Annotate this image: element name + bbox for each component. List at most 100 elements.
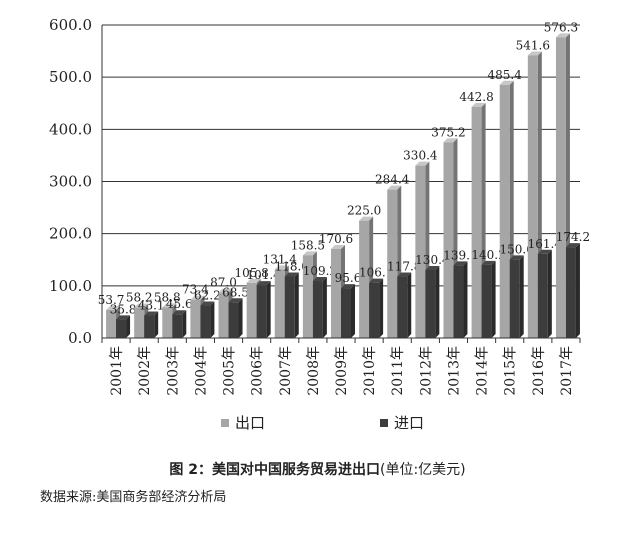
- bar: [425, 269, 436, 338]
- data-label: 53.7: [98, 293, 125, 307]
- bar-top: [190, 295, 205, 300]
- y-tick-label: 100.0: [49, 277, 92, 295]
- legend-label: 进口: [394, 414, 424, 432]
- grid-lines: [102, 24, 580, 339]
- bar-side: [154, 311, 159, 338]
- bar-side: [210, 301, 215, 338]
- bar: [341, 288, 351, 338]
- bar: [274, 269, 285, 338]
- x-tick-label: 2005年: [222, 346, 238, 396]
- bar: [106, 309, 117, 338]
- bar-top: [527, 51, 542, 56]
- x-tick-label: 2011年: [390, 346, 406, 396]
- data-label: 43.1: [138, 299, 165, 313]
- data-label: 101.4: [246, 268, 281, 282]
- bar: [397, 276, 408, 338]
- x-axis: 2001年 2002年 2003年 2004年 2005年 2006年 2007年 2008年…: [101, 337, 581, 396]
- bar: [453, 265, 464, 338]
- bar-side: [351, 284, 355, 338]
- data-label: 150.6: [500, 242, 534, 256]
- bar-top: [565, 243, 580, 248]
- data-label: 485.4: [488, 68, 523, 82]
- bar-top: [537, 249, 552, 254]
- bar-side: [322, 277, 327, 338]
- bar-top: [509, 255, 524, 260]
- data-label: 87.0: [210, 276, 237, 290]
- bar-top: [200, 301, 215, 306]
- y-tick-label: 500.0: [49, 68, 92, 86]
- bar-top: [218, 288, 233, 293]
- bar-top: [228, 298, 243, 303]
- bar-side: [435, 265, 440, 338]
- data-label: 170.6: [319, 232, 353, 246]
- bar-side: [266, 281, 271, 338]
- bar-top: [481, 260, 496, 265]
- bar: [387, 189, 398, 338]
- x-tick-label: 2012年: [418, 346, 434, 396]
- bar: [331, 249, 341, 338]
- bar-top: [331, 245, 345, 250]
- x-tick-label: 2016年: [531, 346, 547, 396]
- bar-top: [499, 80, 514, 85]
- bar-top: [359, 216, 374, 221]
- bar: [218, 292, 229, 338]
- data-label: 109.2: [303, 264, 337, 278]
- bar: [499, 84, 510, 339]
- bar: [509, 259, 520, 338]
- bar: [190, 299, 201, 338]
- bar-side: [463, 261, 468, 338]
- bar-top: [302, 251, 317, 256]
- bar: [369, 282, 380, 338]
- legend: 出口 进口: [221, 414, 424, 432]
- bar-top: [134, 303, 149, 308]
- data-label: 174.2: [556, 230, 590, 244]
- legend-label: 出口: [235, 414, 265, 432]
- x-tick-label: 2008年: [306, 346, 322, 396]
- bar-side: [126, 315, 131, 338]
- x-tick-label: 2007年: [278, 346, 294, 396]
- data-label: 140.2: [471, 248, 505, 262]
- bar-top: [144, 311, 159, 316]
- data-label: 131.4: [263, 252, 298, 266]
- bar-top: [116, 315, 131, 320]
- bar: [302, 255, 313, 338]
- data-label: 161.4: [528, 237, 563, 251]
- bar: [246, 282, 257, 338]
- data-label: 45.6: [166, 297, 193, 311]
- data-label: 330.4: [403, 149, 438, 163]
- data-label: 284.4: [375, 173, 410, 187]
- bar: [256, 285, 267, 338]
- y-tick-label: 0.0: [68, 329, 92, 347]
- bars: 53.735.858.243.158.845.673.462.287.068.5…: [98, 20, 590, 339]
- y-tick-label: 200.0: [49, 225, 92, 243]
- x-tick-label: 2013年: [446, 346, 462, 396]
- bar: [443, 142, 454, 338]
- x-tick-label: 2014年: [475, 346, 491, 396]
- data-label: 68.5: [222, 285, 249, 299]
- data-label: 105.8: [234, 266, 268, 280]
- x-tick-label: 2010年: [362, 346, 378, 396]
- data-label: 106.1: [359, 266, 393, 280]
- bar: [134, 307, 145, 338]
- bar-top: [425, 265, 440, 270]
- bar: [116, 319, 127, 338]
- bar-top: [162, 303, 177, 308]
- y-tick-label: 600.0: [49, 16, 92, 34]
- bar-chart: 0.0 100.0 200.0 300.0 400.0 500.0 600.0 53.735…: [49, 16, 590, 432]
- x-tick-label: 2002年: [137, 346, 153, 396]
- x-tick-label: 2003年: [165, 346, 181, 396]
- bar-side: [238, 298, 243, 338]
- data-label: 73.4: [182, 283, 209, 297]
- data-label: 225.0: [347, 204, 381, 218]
- bar-top: [415, 161, 430, 166]
- bar-top: [106, 305, 121, 310]
- bar: [144, 315, 155, 338]
- caption-unit: (单位:亿美元): [379, 462, 466, 478]
- data-label: 130.4: [415, 253, 450, 267]
- bar-side: [547, 249, 552, 338]
- caption-title: 图 2：美国对中国服务贸易进出口: [169, 462, 380, 478]
- x-tick-label: 2009年: [334, 346, 350, 396]
- bar: [555, 37, 566, 339]
- bar-top: [369, 278, 384, 283]
- data-label: 62.2: [194, 289, 221, 303]
